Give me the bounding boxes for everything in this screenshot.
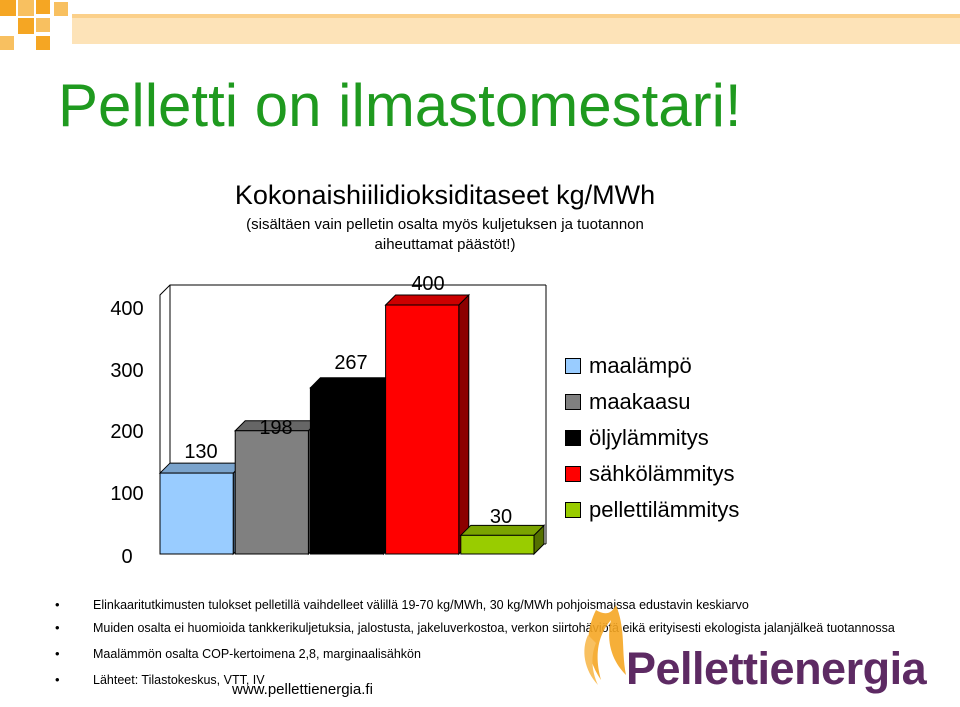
flame-icon xyxy=(584,605,626,685)
bar-value-label: 267 xyxy=(334,352,367,374)
legend-label: maakaasu xyxy=(589,389,691,414)
chart-subtitle-line1: (sisältäen vain pelletin osalta myös kul… xyxy=(246,216,644,233)
legend-swatch xyxy=(565,502,581,518)
y-tick-label: 100 xyxy=(110,483,143,505)
bar-top xyxy=(158,462,245,474)
legend-item-sahkolammitys: sähkölämmitys xyxy=(565,456,739,492)
legend-label: pellettilämmitys xyxy=(589,497,740,522)
bar-side xyxy=(458,293,470,556)
plot-frame xyxy=(159,284,546,554)
legend-label: maalämpö xyxy=(589,353,692,378)
y-tick-label: 300 xyxy=(110,360,143,382)
bar xyxy=(234,430,309,555)
bar-top xyxy=(384,294,471,306)
legend-swatch xyxy=(565,466,581,482)
bullet-item: Muiden osalta ei huomioida tankkerikulje… xyxy=(55,621,935,635)
bullet-item: Lähteet: Tilastokeskus, VTT, IV xyxy=(55,673,935,687)
bar xyxy=(460,534,535,555)
bar-value-label: 198 xyxy=(259,417,292,439)
bullet-item: Maalämmön osalta COP-kertoimena 2,8, mar… xyxy=(55,647,935,661)
bar xyxy=(385,304,460,555)
header-decoration xyxy=(0,0,960,50)
y-tick-label: 0 xyxy=(121,546,132,568)
bullet-list: Elinkaaritutkimusten tulokset pelletillä… xyxy=(55,598,935,687)
bullet-item: Elinkaaritutkimusten tulokset pelletillä… xyxy=(55,598,935,612)
bar-value-label: 400 xyxy=(411,273,444,295)
chart-legend: maalämpö maakaasu öljylämmitys sähkölämm… xyxy=(565,348,739,528)
legend-swatch xyxy=(565,430,581,446)
bar-value-label: 30 xyxy=(490,506,512,528)
bar xyxy=(309,387,385,555)
y-tick-label: 200 xyxy=(110,421,143,443)
bar-value-label: 130 xyxy=(184,441,217,463)
legend-swatch xyxy=(565,394,581,410)
logo-text: Pellettienergia xyxy=(626,643,927,694)
slide-title: Pelletti on ilmastomestari! xyxy=(58,72,742,139)
chart-subtitle-line2: aiheuttamat päästöt!) xyxy=(374,236,516,253)
bar-top xyxy=(309,377,395,389)
legend-label: öljylämmitys xyxy=(589,425,709,450)
legend-label: sähkölämmitys xyxy=(589,461,735,486)
pellettienergia-logo: Pellettienergia xyxy=(566,585,956,707)
legend-item-maalampo: maalämpö xyxy=(565,348,739,384)
website-link[interactable]: www.pellettienergia.fi xyxy=(232,681,373,698)
legend-item-maakaasu: maakaasu xyxy=(565,384,739,420)
legend-swatch xyxy=(565,358,581,374)
chart-title: Kokonaishiilidioksiditaseet kg/MWh xyxy=(234,180,656,210)
bar xyxy=(159,472,234,555)
legend-item-oljylammitys: öljylämmitys xyxy=(565,420,739,456)
legend-item-pellettilammitys: pellettilämmitys xyxy=(565,492,739,528)
y-tick-label: 400 xyxy=(110,298,143,320)
